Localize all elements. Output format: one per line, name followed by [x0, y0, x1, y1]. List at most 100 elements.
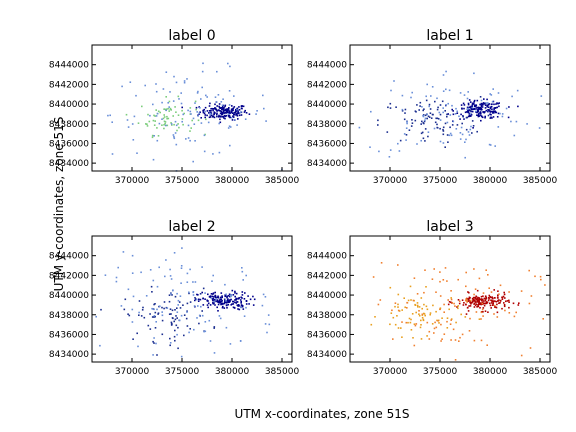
scatter-point	[157, 135, 160, 137]
scatter-point	[161, 118, 163, 120]
scatter-point	[217, 109, 220, 111]
scatter-point	[439, 280, 441, 283]
axes-frame	[349, 235, 551, 363]
scatter-point	[172, 134, 175, 136]
scatter-point	[441, 317, 443, 319]
scatter-point	[183, 112, 185, 115]
scatter-point	[485, 102, 488, 104]
scatter-point	[455, 321, 457, 324]
scatter-point	[453, 302, 455, 305]
scatter-point	[177, 95, 180, 98]
scatter-point	[394, 305, 396, 308]
scatter-point	[169, 342, 172, 344]
scatter-point	[208, 112, 210, 114]
scatter-point	[197, 90, 199, 93]
scatter-point	[235, 292, 238, 295]
scatter-point	[492, 301, 495, 303]
scatter-point	[415, 323, 418, 325]
scatter-point	[209, 296, 212, 298]
scatter-point	[494, 297, 496, 299]
scatter-point	[483, 302, 486, 305]
scatter-point	[508, 291, 510, 293]
scatter-point	[476, 109, 479, 111]
scatter-point	[230, 298, 232, 301]
scatter-point	[229, 112, 232, 114]
scatter-point	[166, 117, 168, 120]
scatter-point	[404, 306, 406, 309]
scatter-point	[236, 108, 238, 111]
scatter-point	[240, 299, 242, 301]
scatter-point	[471, 108, 474, 111]
scatter-point	[188, 291, 190, 294]
scatter-point	[228, 125, 231, 127]
scatter-point	[169, 91, 171, 93]
scatter-point	[242, 279, 244, 281]
scatter-point	[152, 158, 155, 161]
scatter-point	[502, 295, 505, 298]
scatter-point	[214, 291, 216, 294]
scatter-point	[227, 303, 230, 306]
scatter-point	[229, 65, 231, 68]
scatter-point	[475, 299, 478, 301]
scatter-point	[396, 315, 398, 317]
scatter-point	[435, 291, 437, 293]
scatter-point	[236, 113, 238, 115]
scatter-point	[217, 94, 220, 96]
scatter-point	[406, 121, 408, 123]
scatter-point	[458, 300, 461, 302]
scatter-point	[460, 313, 462, 316]
scatter-point	[173, 320, 175, 323]
scatter-point	[99, 344, 101, 347]
scatter-point	[224, 104, 227, 107]
scatter-point	[167, 102, 169, 104]
scatter-point	[401, 309, 403, 311]
scatter-point	[241, 294, 244, 296]
scatter-point	[210, 293, 213, 295]
scatter-point	[475, 104, 478, 107]
scatter-point	[508, 301, 510, 303]
scatter-point	[153, 308, 155, 311]
scatter-point	[487, 104, 490, 106]
scatter-point	[238, 308, 241, 311]
scatter-point	[490, 302, 493, 304]
scatter-point	[153, 135, 155, 137]
scatter-point	[218, 103, 221, 105]
scatter-point	[161, 319, 164, 322]
scatter-point	[456, 110, 458, 113]
scatter-point	[475, 311, 478, 313]
scatter-point	[197, 305, 199, 307]
scatter-point	[480, 104, 483, 107]
scatter-point	[476, 130, 478, 133]
scatter-point	[182, 304, 184, 306]
scatter-point	[420, 123, 422, 125]
scatter-point	[401, 110, 404, 112]
scatter-point	[474, 105, 477, 108]
scatter-point	[177, 347, 179, 350]
scatter-point	[218, 151, 221, 154]
scatter-point	[489, 117, 492, 119]
x-tick-label: 370000	[115, 367, 150, 377]
scatter-point	[227, 127, 230, 129]
subplot-2: label 2 370000 375000 380000 385000 8434000 84…	[49, 219, 300, 377]
scatter-point	[476, 305, 479, 308]
scatter-point	[165, 306, 168, 309]
scatter-point	[224, 301, 226, 304]
scatter-point	[497, 92, 500, 94]
scatter-point	[115, 280, 118, 283]
scatter-point	[416, 304, 419, 307]
scatter-point	[469, 317, 471, 320]
scatter-point	[221, 116, 224, 118]
scatter-point	[487, 110, 489, 113]
scatter-point	[487, 299, 490, 302]
scatter-point	[237, 118, 239, 120]
scatter-point	[168, 313, 171, 315]
scatter-point	[240, 306, 242, 309]
scatter-point	[465, 298, 468, 300]
scatter-point	[479, 303, 481, 306]
scatter-point	[242, 105, 245, 108]
scatter-point	[199, 107, 201, 109]
scatter-point	[499, 112, 501, 115]
scatter-point	[446, 280, 448, 282]
scatter-point	[448, 301, 451, 303]
scatter-point	[498, 102, 500, 104]
